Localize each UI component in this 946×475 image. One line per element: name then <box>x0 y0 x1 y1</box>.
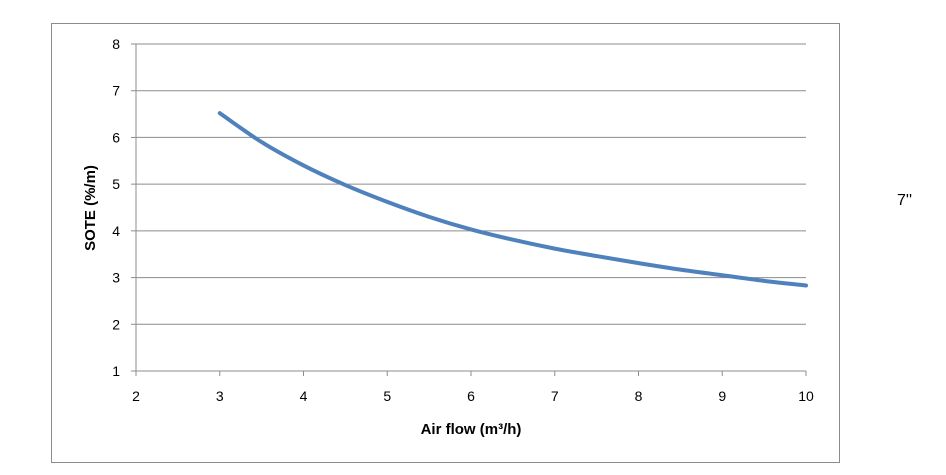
x-tick-label: 5 <box>383 388 391 404</box>
chart-frame <box>51 23 840 463</box>
axes <box>131 43 807 376</box>
x-tick-label: 2 <box>132 388 140 404</box>
y-axis-label: SOTE (%/m) <box>82 165 99 251</box>
x-tick-label: 8 <box>635 388 643 404</box>
y-tick-label: 2 <box>112 316 120 332</box>
side-note: 7'' <box>897 192 913 209</box>
x-tick-label: 6 <box>467 388 475 404</box>
x-tick-label: 10 <box>798 388 814 404</box>
x-tick-label: 4 <box>300 388 308 404</box>
x-tick-label: 7 <box>551 388 559 404</box>
y-tick-label: 1 <box>112 363 120 379</box>
x-tick-label: 9 <box>718 388 726 404</box>
y-tick-label: 6 <box>112 129 120 145</box>
y-tick-label: 3 <box>112 270 120 286</box>
y-tick-label: 7 <box>112 83 120 99</box>
y-tick-label: 4 <box>112 223 120 239</box>
y-tick-label: 8 <box>112 36 120 52</box>
x-axis-label: Air flow (m³/h) <box>421 421 522 438</box>
gridlines <box>136 43 806 325</box>
y-tick-label: 5 <box>112 176 120 192</box>
series-line-0 <box>217 111 808 288</box>
x-tick-label: 3 <box>216 388 224 404</box>
series-layer <box>217 111 808 288</box>
